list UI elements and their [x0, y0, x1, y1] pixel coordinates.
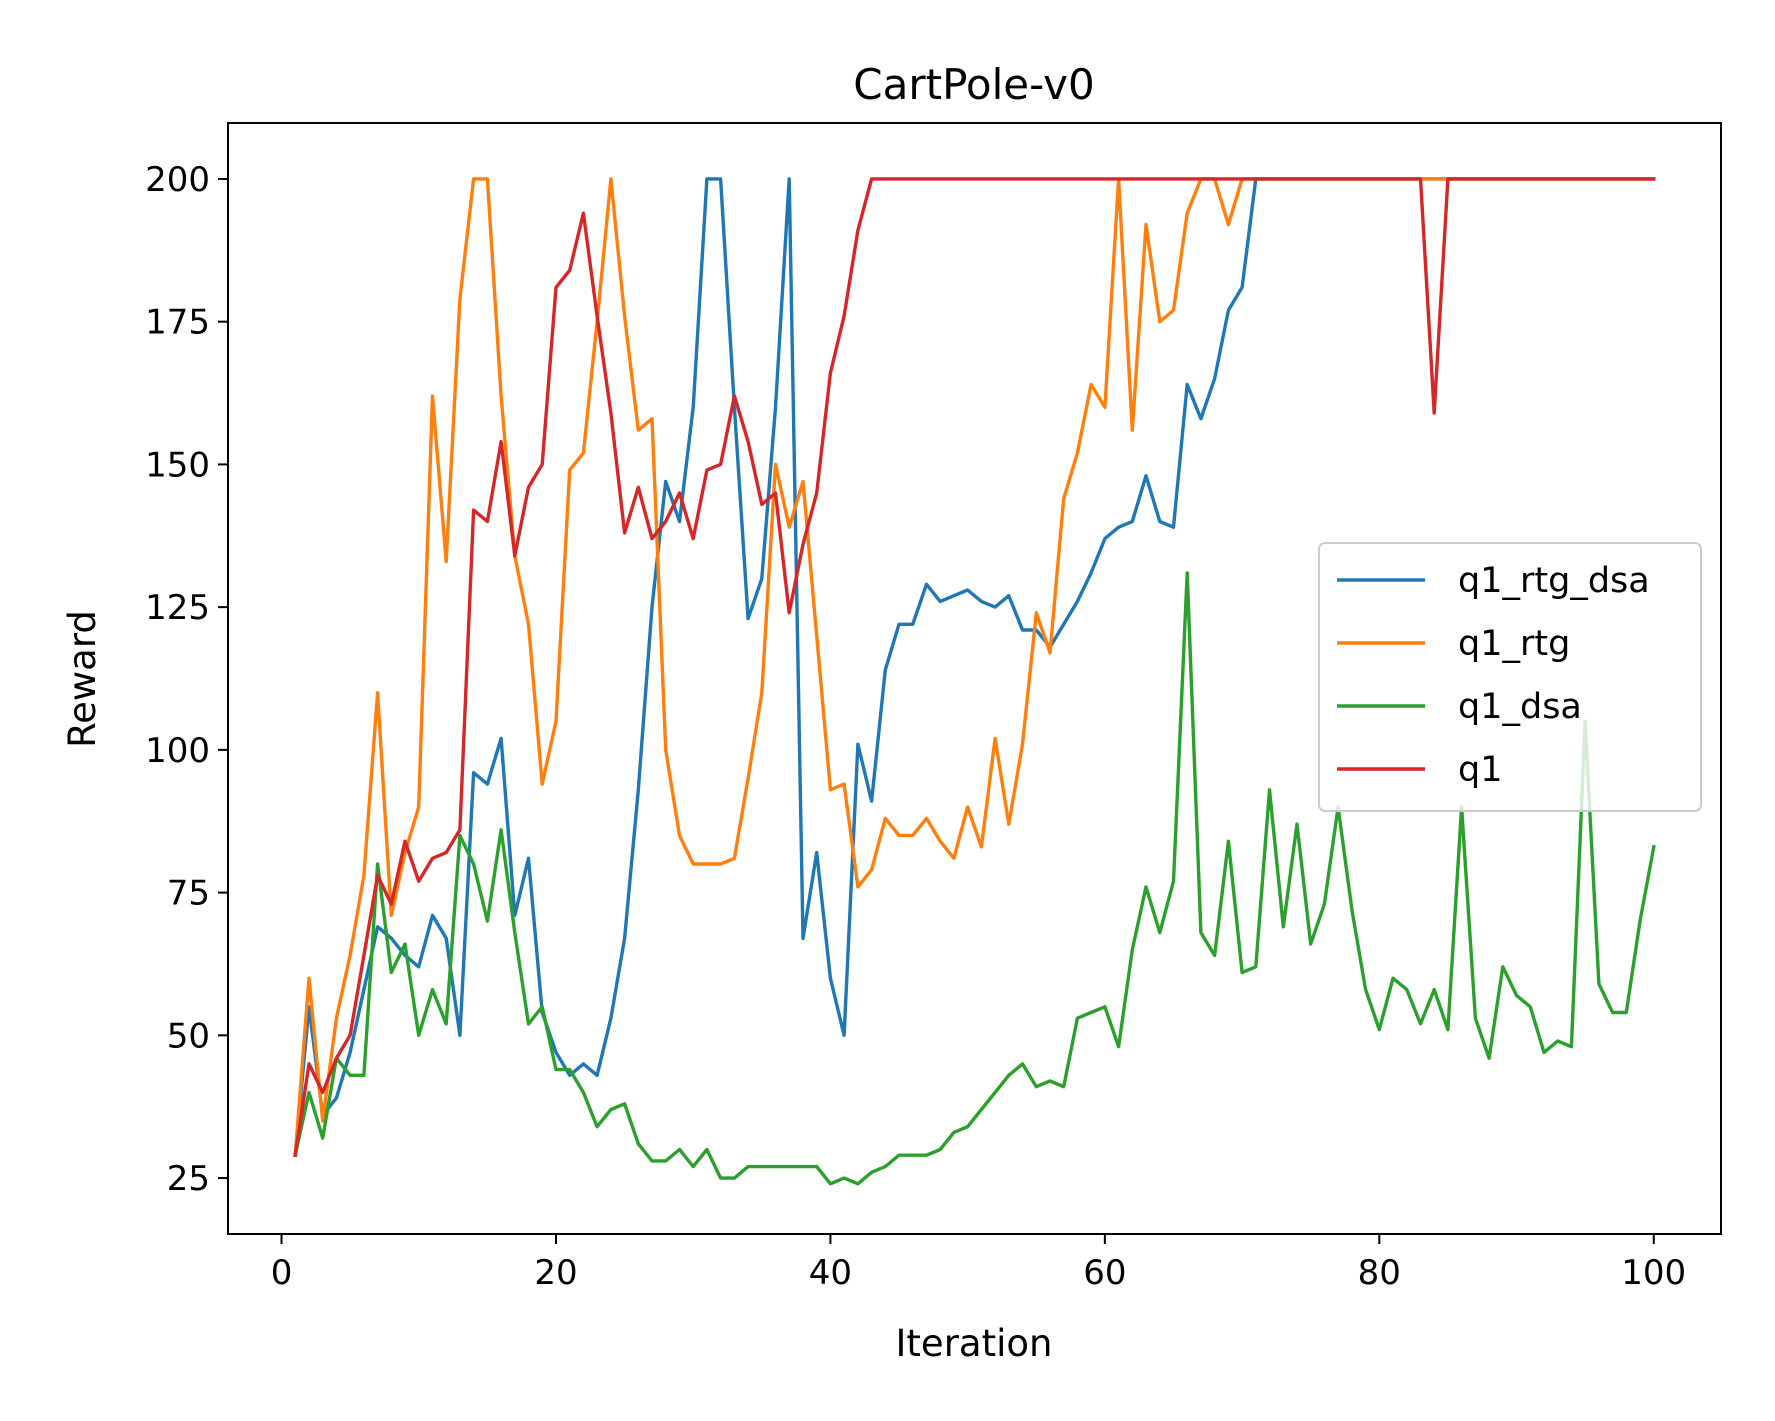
- x-tick-label: 20: [534, 1253, 577, 1293]
- y-tick-label: 125: [145, 588, 210, 628]
- x-tick-label: 60: [1083, 1253, 1126, 1293]
- x-tick-label: 0: [271, 1253, 293, 1293]
- series-layer: [293, 177, 1656, 1186]
- x-tick-label: 80: [1358, 1253, 1401, 1293]
- y-tick-label: 25: [167, 1159, 210, 1199]
- plot-area: [227, 122, 1722, 1235]
- y-tick-label: 75: [167, 874, 210, 914]
- y-axis-ticks: 25 50 75 100 125 150 175 200: [145, 160, 228, 1199]
- chart-title: CartPole-v0: [853, 60, 1094, 109]
- legend-box: [1318, 542, 1702, 812]
- legend-label-q1-rtg-dsa: q1_rtg_dsa: [1458, 561, 1650, 601]
- legend-label-q1: q1: [1458, 750, 1503, 790]
- x-tick-label: 100: [1621, 1253, 1686, 1293]
- legend-label-q1-dsa: q1_dsa: [1458, 687, 1582, 727]
- y-axis-title: Reward: [61, 610, 104, 748]
- legend-label-q1-rtg: q1_rtg: [1458, 624, 1570, 664]
- x-axis-title: Iteration: [896, 1322, 1053, 1365]
- legend: q1_rtg_dsa q1_rtg q1_dsa q1: [1318, 542, 1702, 812]
- x-axis-ticks: 0 20 40 60 80 100: [271, 1234, 1686, 1293]
- series-line-q1: [293, 177, 1656, 1158]
- axes-frame: [227, 122, 1722, 1235]
- y-tick-label: 175: [145, 303, 210, 343]
- series-line-q1-dsa: [293, 571, 1656, 1186]
- y-tick-label: 200: [145, 160, 210, 200]
- x-tick-label: 40: [809, 1253, 852, 1293]
- y-tick-label: 50: [167, 1016, 210, 1056]
- series-line-q1-rtg: [293, 177, 1656, 1158]
- y-tick-label: 100: [145, 731, 210, 771]
- y-tick-label: 150: [145, 445, 210, 485]
